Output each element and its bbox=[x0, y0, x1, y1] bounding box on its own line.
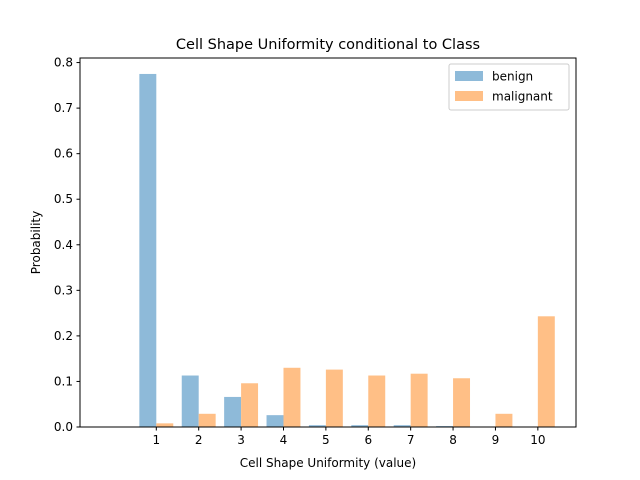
bar-malignant-2 bbox=[198, 413, 216, 427]
bar-malignant-10 bbox=[537, 316, 555, 427]
y-tick-label: 0.8 bbox=[54, 56, 73, 70]
y-tick-label: 0.1 bbox=[54, 374, 73, 388]
chart-title: Cell Shape Uniformity conditional to Cla… bbox=[176, 37, 480, 53]
bar-malignant-6 bbox=[368, 375, 386, 427]
y-axis: 0.0 0.1 0.2 0.3 0.4 0.5 0.6 0.7 0.8 bbox=[54, 56, 80, 434]
x-axis: 1 2 3 4 5 6 7 8 9 10 bbox=[152, 427, 545, 447]
x-tick-label: 8 bbox=[449, 433, 457, 447]
bar-malignant-7 bbox=[410, 373, 428, 427]
legend-label-benign: benign bbox=[492, 70, 533, 84]
y-tick-label: 0.0 bbox=[54, 420, 73, 434]
x-tick-label: 4 bbox=[280, 433, 288, 447]
bar-malignant-4 bbox=[283, 367, 301, 427]
bar-malignant-8 bbox=[453, 378, 471, 427]
x-tick-label: 6 bbox=[364, 433, 372, 447]
legend-label-malignant: malignant bbox=[492, 90, 553, 104]
bar-malignant-9 bbox=[495, 413, 513, 427]
y-tick-label: 0.5 bbox=[54, 192, 73, 206]
x-tick-label: 10 bbox=[530, 433, 545, 447]
x-tick-label: 9 bbox=[492, 433, 500, 447]
legend-swatch-benign bbox=[455, 71, 483, 81]
bar-benign-4 bbox=[266, 415, 284, 427]
bar-malignant-3 bbox=[241, 383, 259, 427]
x-tick-label: 1 bbox=[152, 433, 160, 447]
bar-benign-7 bbox=[393, 425, 411, 427]
y-tick-label: 0.7 bbox=[54, 101, 73, 115]
x-tick-label: 2 bbox=[195, 433, 203, 447]
x-axis-title: Cell Shape Uniformity (value) bbox=[240, 456, 416, 470]
y-tick-label: 0.4 bbox=[54, 238, 73, 252]
bar-malignant-5 bbox=[325, 369, 343, 427]
y-axis-title: Probability bbox=[29, 211, 43, 274]
bar-benign-1 bbox=[139, 73, 157, 427]
bar-benign-5 bbox=[308, 425, 326, 427]
x-tick-label: 5 bbox=[322, 433, 330, 447]
y-tick-label: 0.2 bbox=[54, 329, 73, 343]
y-tick-label: 0.6 bbox=[54, 147, 73, 161]
legend-swatch-malignant bbox=[455, 91, 483, 101]
y-tick-label: 0.3 bbox=[54, 283, 73, 297]
plot-frame bbox=[79, 57, 577, 428]
legend: benign malignant bbox=[448, 63, 570, 111]
bar-benign-2 bbox=[181, 375, 199, 427]
bar-benign-3 bbox=[224, 396, 242, 427]
x-tick-label: 3 bbox=[237, 433, 245, 447]
bar-malignant-1 bbox=[156, 423, 174, 427]
x-tick-label: 7 bbox=[407, 433, 415, 447]
bars-layer bbox=[139, 73, 555, 427]
bar-benign-6 bbox=[351, 425, 369, 427]
